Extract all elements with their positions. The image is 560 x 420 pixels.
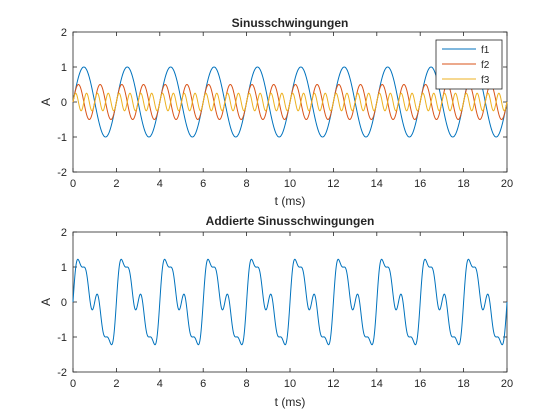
x-tick-label: 18 <box>457 378 469 390</box>
x-tick-label: 18 <box>457 178 469 190</box>
x-tick-label: 12 <box>327 178 339 190</box>
x-tick-label: 4 <box>157 178 163 190</box>
legend: f1 f2 f3 <box>435 39 503 90</box>
x-tick-label: 8 <box>244 378 250 390</box>
x-tick-label: 14 <box>371 178 383 190</box>
y-axis-label: A <box>39 298 53 306</box>
x-tick-label: 2 <box>113 378 119 390</box>
x-tick-label: 20 <box>501 178 513 190</box>
x-tick-label: 20 <box>501 378 513 390</box>
x-axis-label: t (ms) <box>275 194 306 208</box>
legend-label-f2: f2 <box>481 60 490 71</box>
y-tick-label: -2 <box>57 367 67 379</box>
legend-label-f3: f3 <box>481 75 490 86</box>
x-tick-label: 2 <box>113 178 119 190</box>
series-line-f3 <box>72 92 508 112</box>
legend-label-f1: f1 <box>481 45 490 56</box>
x-tick-label: 8 <box>244 178 250 190</box>
chart-addierte-sinusschwingungen: Addierte Sinusschwingungen 0 2 4 6 8 10 12 14 16… <box>39 214 513 409</box>
y-tick-label: 1 <box>61 262 67 274</box>
y-tick-label: -1 <box>57 132 67 144</box>
y-tick-label: 2 <box>61 227 67 239</box>
chart-sinusschwingungen: Sinusschwingungen 0 2 4 6 8 10 12 14 16 18 20210-1… <box>39 16 513 208</box>
x-tick-label: 6 <box>200 378 206 390</box>
y-tick-label: -2 <box>57 167 67 179</box>
x-tick-label: 4 <box>157 378 163 390</box>
chart-title: Addierte Sinusschwingungen <box>206 214 375 228</box>
y-axis-label: A <box>39 98 53 106</box>
y-tick-label: 1 <box>61 62 67 74</box>
x-tick-label: 16 <box>414 378 426 390</box>
x-tick-label: 0 <box>70 178 76 190</box>
series-line-sum <box>72 258 508 346</box>
chart-title: Sinusschwingungen <box>232 16 349 30</box>
y-tick-label: 0 <box>61 97 67 109</box>
y-tick-label: 2 <box>61 27 67 39</box>
x-tick-label: 14 <box>371 378 383 390</box>
y-tick-label: 0 <box>61 297 67 309</box>
x-tick-label: 0 <box>70 378 76 390</box>
x-tick-label: 6 <box>200 178 206 190</box>
y-tick-label: -1 <box>57 332 67 344</box>
x-tick-label: 10 <box>284 178 296 190</box>
x-tick-label: 10 <box>284 378 296 390</box>
x-axis-label: t (ms) <box>275 395 306 409</box>
x-tick-label: 12 <box>327 378 339 390</box>
x-tick-label: 16 <box>414 178 426 190</box>
